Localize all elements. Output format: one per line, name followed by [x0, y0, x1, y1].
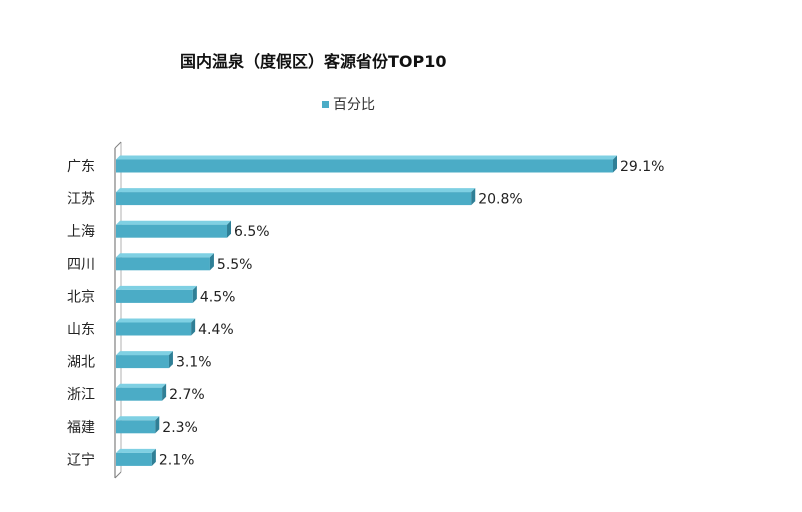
category-label: 辽宁 — [67, 451, 95, 468]
bar — [116, 224, 228, 238]
bar — [116, 192, 472, 206]
bar — [116, 420, 156, 434]
data-label: 2.3% — [162, 420, 198, 436]
bar-top — [116, 253, 214, 258]
bar-top — [116, 188, 476, 193]
data-label: 4.4% — [198, 322, 234, 338]
data-label: 3.1% — [176, 355, 212, 371]
bar — [116, 159, 613, 173]
bar-top — [116, 416, 160, 421]
category-label: 四川 — [67, 257, 95, 273]
bar-end — [613, 155, 617, 173]
bar-top — [116, 220, 232, 225]
legend-swatch — [322, 100, 329, 108]
category-label: 上海 — [67, 224, 95, 240]
category-label: 福建 — [67, 420, 95, 436]
bar-end — [192, 285, 197, 303]
bar-end — [191, 318, 196, 336]
data-label: 5.5% — [217, 257, 253, 273]
chart-title: 国内温泉（度假区）客源省份TOP10 — [180, 52, 447, 71]
category-label: 湖北 — [67, 355, 95, 371]
bar-end — [155, 416, 160, 434]
axis-top-edge — [114, 141, 122, 149]
bar — [116, 387, 163, 401]
bar-top — [116, 155, 617, 160]
bar-end — [227, 220, 232, 238]
legend-label: 百分比 — [333, 97, 375, 113]
legend: 百分比 — [322, 94, 375, 114]
bar-end — [209, 253, 214, 271]
data-label: 6.5% — [234, 224, 270, 240]
bar — [116, 289, 193, 303]
category-label: 浙江 — [67, 387, 95, 403]
data-label: 4.5% — [200, 289, 236, 305]
bar-top — [116, 351, 173, 356]
bar-top — [116, 285, 197, 290]
bar — [116, 322, 192, 336]
bar — [116, 452, 152, 466]
bar-end — [151, 448, 156, 466]
data-label: 20.8% — [478, 192, 522, 208]
bar-top — [116, 448, 156, 453]
bar-end — [471, 188, 476, 206]
category-label: 北京 — [67, 289, 95, 305]
data-label: 2.1% — [159, 452, 195, 468]
axis-bottom-edge — [114, 471, 122, 479]
bar — [116, 355, 169, 369]
bar-top — [116, 383, 167, 388]
bar — [116, 257, 210, 271]
bar-end — [162, 383, 167, 401]
category-label: 广东 — [67, 159, 95, 175]
bar-top — [116, 318, 196, 323]
data-label: 2.7% — [169, 387, 205, 403]
bar-end — [168, 351, 173, 369]
category-label: 江苏 — [67, 192, 95, 208]
data-label: 29.1% — [620, 159, 664, 175]
category-label: 山东 — [67, 322, 95, 338]
